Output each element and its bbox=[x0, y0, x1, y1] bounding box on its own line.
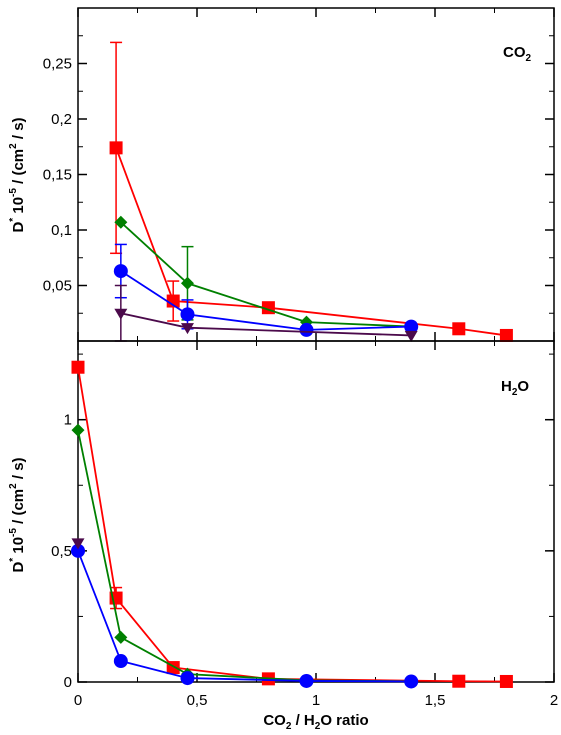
panel-h2o-series bbox=[71, 360, 513, 689]
data-point bbox=[499, 674, 513, 688]
data-point bbox=[452, 674, 466, 688]
ytick-label: 0,1 bbox=[51, 222, 72, 239]
ytick-label: 0 bbox=[64, 674, 72, 691]
xtick-label: 0,5 bbox=[187, 692, 208, 709]
series-h2o-1 bbox=[71, 423, 418, 688]
data-point bbox=[499, 328, 513, 342]
panel-co2-series bbox=[109, 41, 513, 342]
xtick-label: 0 bbox=[74, 692, 82, 709]
data-point bbox=[71, 543, 85, 558]
data-point bbox=[114, 630, 128, 644]
ytick-label: 0,05 bbox=[43, 278, 72, 295]
data-point bbox=[71, 423, 85, 437]
ytick-label: 0,15 bbox=[43, 167, 72, 184]
data-point bbox=[114, 215, 128, 229]
data-point bbox=[71, 360, 85, 374]
data-point bbox=[113, 264, 128, 279]
series-line bbox=[120, 270, 412, 331]
ytick-label: 1 bbox=[64, 412, 72, 429]
series-h2o-0 bbox=[71, 360, 513, 688]
data-point bbox=[166, 294, 180, 308]
data-point bbox=[114, 308, 128, 320]
data-point bbox=[452, 322, 466, 336]
series-co2-0 bbox=[109, 41, 513, 342]
data-point bbox=[109, 141, 123, 155]
data-point bbox=[180, 307, 195, 322]
data-point bbox=[299, 673, 314, 688]
xtick-label: 1 bbox=[312, 692, 320, 709]
series-line bbox=[77, 550, 412, 683]
ytick-label: 0,5 bbox=[51, 543, 72, 560]
data-point bbox=[71, 538, 85, 550]
panel-h2o-ticks: 0 0,5 1 0 0,5 1 1,5 2 bbox=[51, 341, 558, 709]
xtick-label: 2 bbox=[550, 692, 558, 709]
series-co2-1 bbox=[114, 215, 418, 334]
data-point bbox=[299, 322, 314, 337]
panel-h2o: 0 0,5 1 0 0,5 1 1,5 2 H2O D* 10-5 / (cm2 / s) C… bbox=[8, 340, 558, 732]
panel-h2o-ylabel: D* 10-5 / (cm2 / s) bbox=[8, 457, 27, 572]
panel-co2-ticks: 0,05 0,1 0,15 0,2 0,25 bbox=[43, 8, 555, 341]
panel-h2o-frame bbox=[77, 340, 555, 683]
ytick-label: 0,25 bbox=[43, 56, 72, 73]
data-point bbox=[404, 319, 419, 334]
series-line bbox=[120, 221, 412, 328]
data-point bbox=[404, 330, 418, 342]
series-h2o-2 bbox=[71, 543, 419, 689]
series-co2-3 bbox=[114, 284, 418, 342]
panel-co2-frame bbox=[77, 7, 555, 342]
xtick-label: 1,5 bbox=[425, 692, 446, 709]
data-point bbox=[113, 654, 128, 669]
x-axis-label: CO2 / H2O ratio bbox=[263, 712, 368, 732]
series-line bbox=[77, 430, 412, 683]
series-line bbox=[77, 367, 507, 683]
panel-co2-label: CO2 bbox=[503, 44, 532, 64]
panel-h2o-label: H2O bbox=[501, 378, 529, 398]
data-point bbox=[404, 674, 419, 689]
panel-co2: 0,05 0,1 0,15 0,2 0,25 CO2 D* 10-5 / (cm2 / … bbox=[8, 7, 555, 342]
data-point bbox=[180, 276, 194, 290]
ytick-label: 0,2 bbox=[51, 111, 72, 128]
series-h2o-3 bbox=[71, 538, 85, 550]
data-point bbox=[180, 323, 194, 335]
data-point bbox=[180, 671, 195, 686]
panel-co2-ylabel: D* 10-5 / (cm2 / s) bbox=[8, 117, 27, 232]
